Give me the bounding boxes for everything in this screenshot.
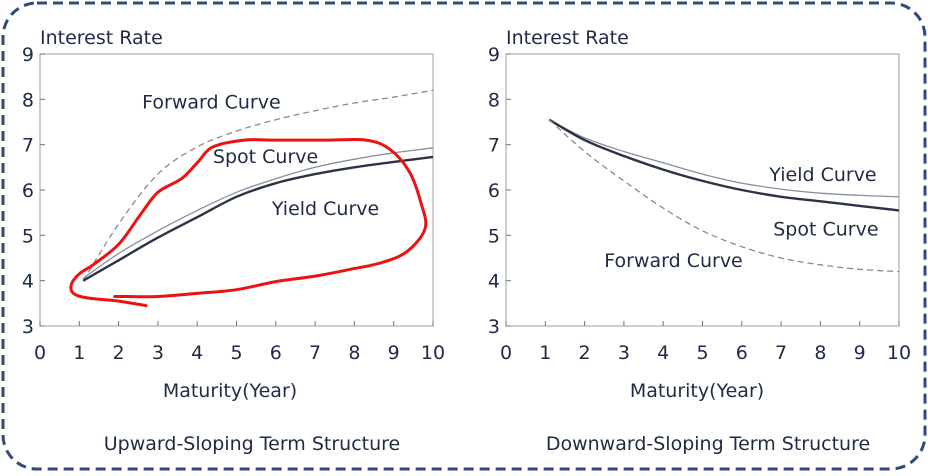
upward-chart: Interest Rate 3 4 5 6 7 8 9 0 1 2 3 4 5 6 7 8 9 10 Forwa… <box>22 27 445 455</box>
downward-xtick-label: 6 <box>736 342 748 364</box>
downward-chart-xticks: 0 1 2 3 4 5 6 7 8 9 10 <box>500 321 911 364</box>
downward-chart-ylabel: Interest Rate <box>506 27 629 49</box>
upward-xtick-label: 3 <box>152 342 164 364</box>
upward-ytick-label: 9 <box>22 44 34 66</box>
upward-chart-xticks: 0 1 2 3 4 5 6 7 8 9 10 <box>34 321 445 364</box>
upward-chart-yticks: 3 4 5 6 7 8 9 <box>22 44 45 338</box>
upward-series-forward-curve <box>82 89 434 282</box>
upward-xtick-label: 5 <box>230 342 242 364</box>
downward-ytick-label: 6 <box>488 180 500 202</box>
downward-label-yield-curve: Yield Curve <box>768 164 876 186</box>
red-annotation-loop <box>69 137 428 308</box>
downward-ytick-label: 7 <box>488 135 500 157</box>
upward-ytick-label: 5 <box>22 225 34 247</box>
downward-xtick-label: 2 <box>579 342 591 364</box>
upward-chart-series <box>82 89 434 282</box>
upward-series-yield-curve <box>82 155 434 282</box>
downward-xtick-label: 8 <box>814 342 826 364</box>
upward-ytick-label: 4 <box>22 271 34 293</box>
upward-label-spot-curve: Spot Curve <box>213 146 318 168</box>
downward-xtick-label: 9 <box>854 342 866 364</box>
downward-xtick-label: 10 <box>887 342 911 364</box>
downward-chart: Interest Rate 3 4 5 6 7 8 9 0 1 2 3 4 5 6 7 8 9 10 Yield… <box>488 27 911 455</box>
upward-ytick-label: 8 <box>22 89 34 111</box>
upward-ytick-label: 6 <box>22 180 34 202</box>
upward-label-yield-curve: Yield Curve <box>271 198 379 220</box>
downward-chart-xlabel: Maturity(Year) <box>630 380 764 402</box>
downward-label-forward-curve: Forward Curve <box>604 250 743 272</box>
downward-chart-curve-labels: Yield Curve Spot Curve Forward Curve <box>604 164 878 272</box>
upward-xtick-label: 9 <box>388 342 400 364</box>
upward-chart-xlabel: Maturity(Year) <box>163 380 297 402</box>
upward-xtick-label: 1 <box>73 342 85 364</box>
downward-chart-series <box>548 118 900 273</box>
upward-series-spot-curve <box>82 147 434 279</box>
upward-xtick-label: 8 <box>348 342 360 364</box>
upward-xtick-label: 10 <box>421 342 445 364</box>
downward-chart-caption: Downward-Sloping Term Structure <box>546 433 870 455</box>
downward-ytick-label: 9 <box>488 44 500 66</box>
downward-ytick-label: 4 <box>488 271 500 293</box>
downward-xtick-label: 0 <box>500 342 512 364</box>
upward-ytick-label: 3 <box>22 316 34 338</box>
upward-xtick-label: 0 <box>34 342 46 364</box>
downward-xtick-label: 4 <box>657 342 669 364</box>
upward-xtick-label: 4 <box>191 342 203 364</box>
downward-series-spot-curve <box>548 118 900 212</box>
downward-chart-yticks: 3 4 5 6 7 8 9 <box>488 44 511 338</box>
downward-xtick-label: 5 <box>696 342 708 364</box>
upward-xtick-label: 2 <box>113 342 125 364</box>
downward-xtick-label: 7 <box>775 342 787 364</box>
upward-xtick-label: 7 <box>309 342 321 364</box>
downward-series-forward-curve <box>548 119 900 273</box>
downward-xtick-label: 3 <box>618 342 630 364</box>
upward-xtick-label: 6 <box>270 342 282 364</box>
downward-series-yield-curve <box>548 119 900 198</box>
upward-chart-curve-labels: Forward Curve Spot Curve Yield Curve <box>142 91 379 220</box>
downward-xtick-label: 1 <box>539 342 551 364</box>
downward-ytick-label: 8 <box>488 89 500 111</box>
upward-chart-caption: Upward-Sloping Term Structure <box>104 433 400 455</box>
downward-label-spot-curve: Spot Curve <box>773 218 878 240</box>
downward-ytick-label: 5 <box>488 225 500 247</box>
upward-label-forward-curve: Forward Curve <box>142 91 281 113</box>
upward-ytick-label: 7 <box>22 135 34 157</box>
upward-chart-ylabel: Interest Rate <box>40 27 163 49</box>
downward-ytick-label: 3 <box>488 316 500 338</box>
